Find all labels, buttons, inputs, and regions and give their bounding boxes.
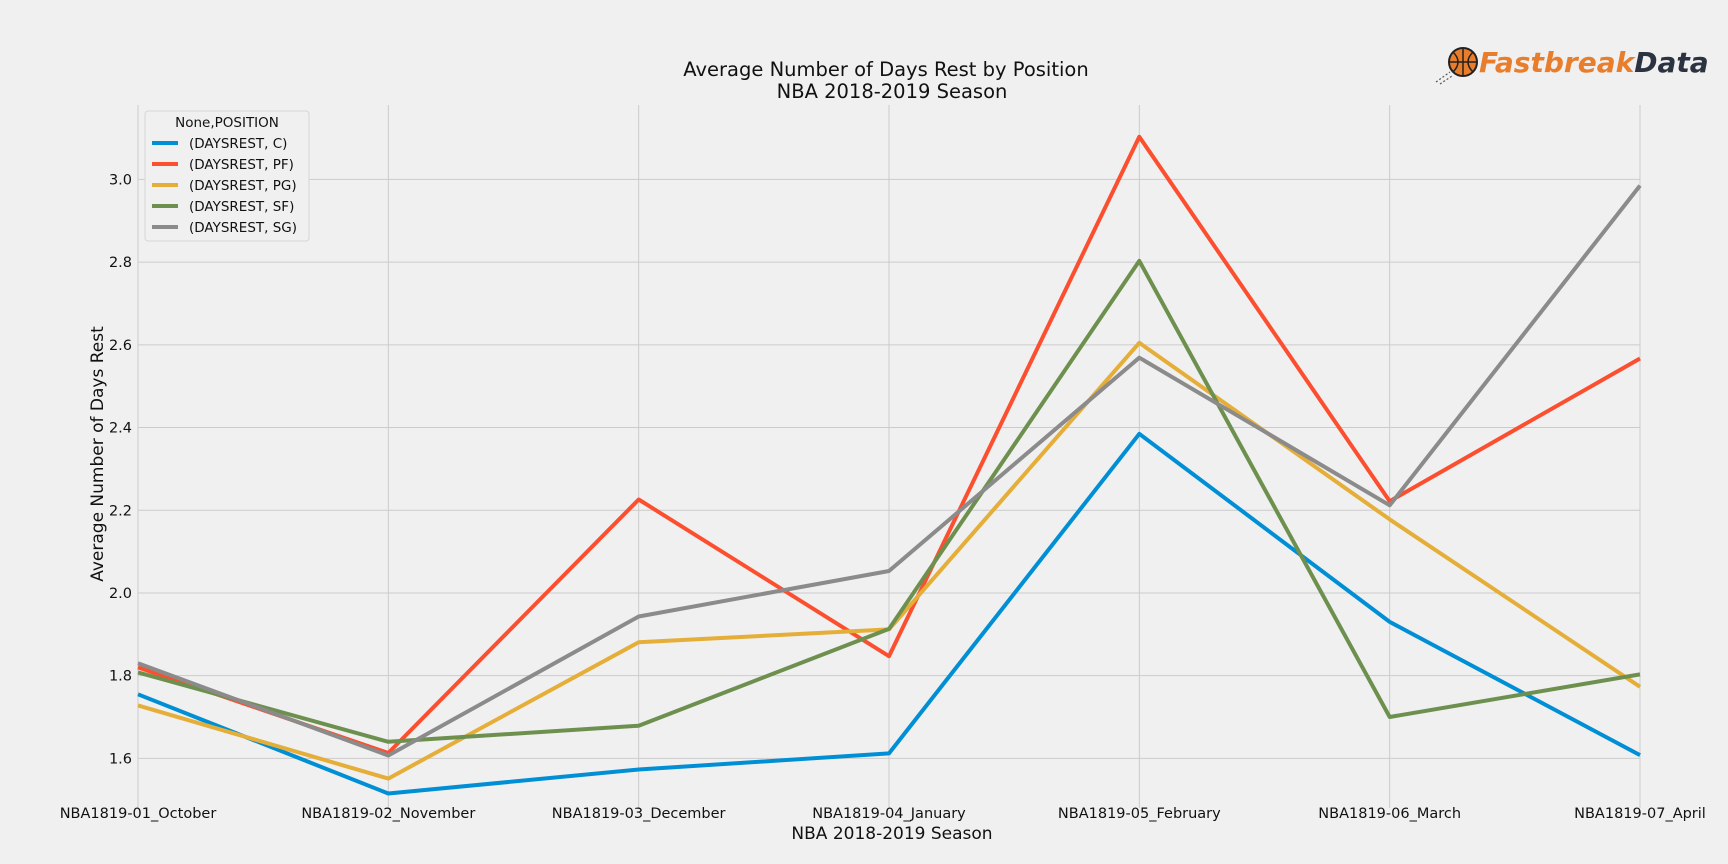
x-tick-label: NBA1819-03_December [552, 806, 726, 822]
basketball-icon [1435, 47, 1478, 85]
y-tick-label: 2.4 [109, 421, 132, 437]
legend-item-label: (DAYSREST, SF) [189, 199, 294, 215]
chart-subtitle: NBA 2018-2019 Season [777, 80, 1008, 103]
legend: None,POSITION (DAYSREST, C) (DAYSREST, PF… [144, 110, 310, 242]
x-tick-label: NBA1819-01_October [60, 806, 217, 822]
series-line-0 [137, 431, 1641, 796]
x-tick-label: NBA1819-05_February [1058, 806, 1221, 822]
x-tick-label: NBA1819-06_March [1318, 806, 1461, 822]
legend-box [144, 110, 310, 242]
y-tick-label: 2.0 [109, 586, 132, 602]
x-tick-label: NBA1819-04_January [812, 806, 966, 822]
series-lines [137, 134, 1642, 796]
logo-text: FastbreakData [1479, 46, 1709, 79]
x-tick-label: NBA1819-07_April [1574, 806, 1706, 822]
grid [137, 105, 1641, 808]
y-axis-ticks: 1.6 1.8 2.0 2.2 2.4 2.6 2.8 3.0 [109, 172, 132, 767]
legend-item-label: (DAYSREST, PG) [189, 178, 297, 194]
legend-title: None,POSITION [175, 115, 279, 131]
y-tick-label: 2.8 [109, 255, 132, 271]
y-tick-label: 1.6 [109, 751, 132, 767]
legend-item-label: (DAYSREST, SG) [189, 220, 297, 236]
y-tick-label: 1.8 [109, 669, 132, 685]
y-tick-label: 3.0 [109, 172, 132, 188]
y-tick-label: 2.2 [109, 503, 132, 519]
series-line-4 [137, 184, 1642, 758]
fastbreak-data-logo: FastbreakData [1435, 46, 1709, 85]
y-tick-label: 2.6 [109, 338, 132, 354]
x-axis-ticks: NBA1819-01_October NBA1819-02_November NBA… [60, 806, 1706, 822]
legend-item-label: (DAYSREST, PF) [189, 157, 294, 173]
x-tick-label: NBA1819-02_November [301, 806, 475, 822]
chart-title: Average Number of Days Rest by Position [683, 58, 1088, 81]
series-line-3 [137, 258, 1641, 744]
y-axis-label: Average Number of Days Rest [88, 326, 108, 582]
legend-item-label: (DAYSREST, C) [189, 136, 287, 152]
series-line-1 [137, 134, 1641, 755]
x-axis-label: NBA 2018-2019 Season [791, 824, 992, 844]
